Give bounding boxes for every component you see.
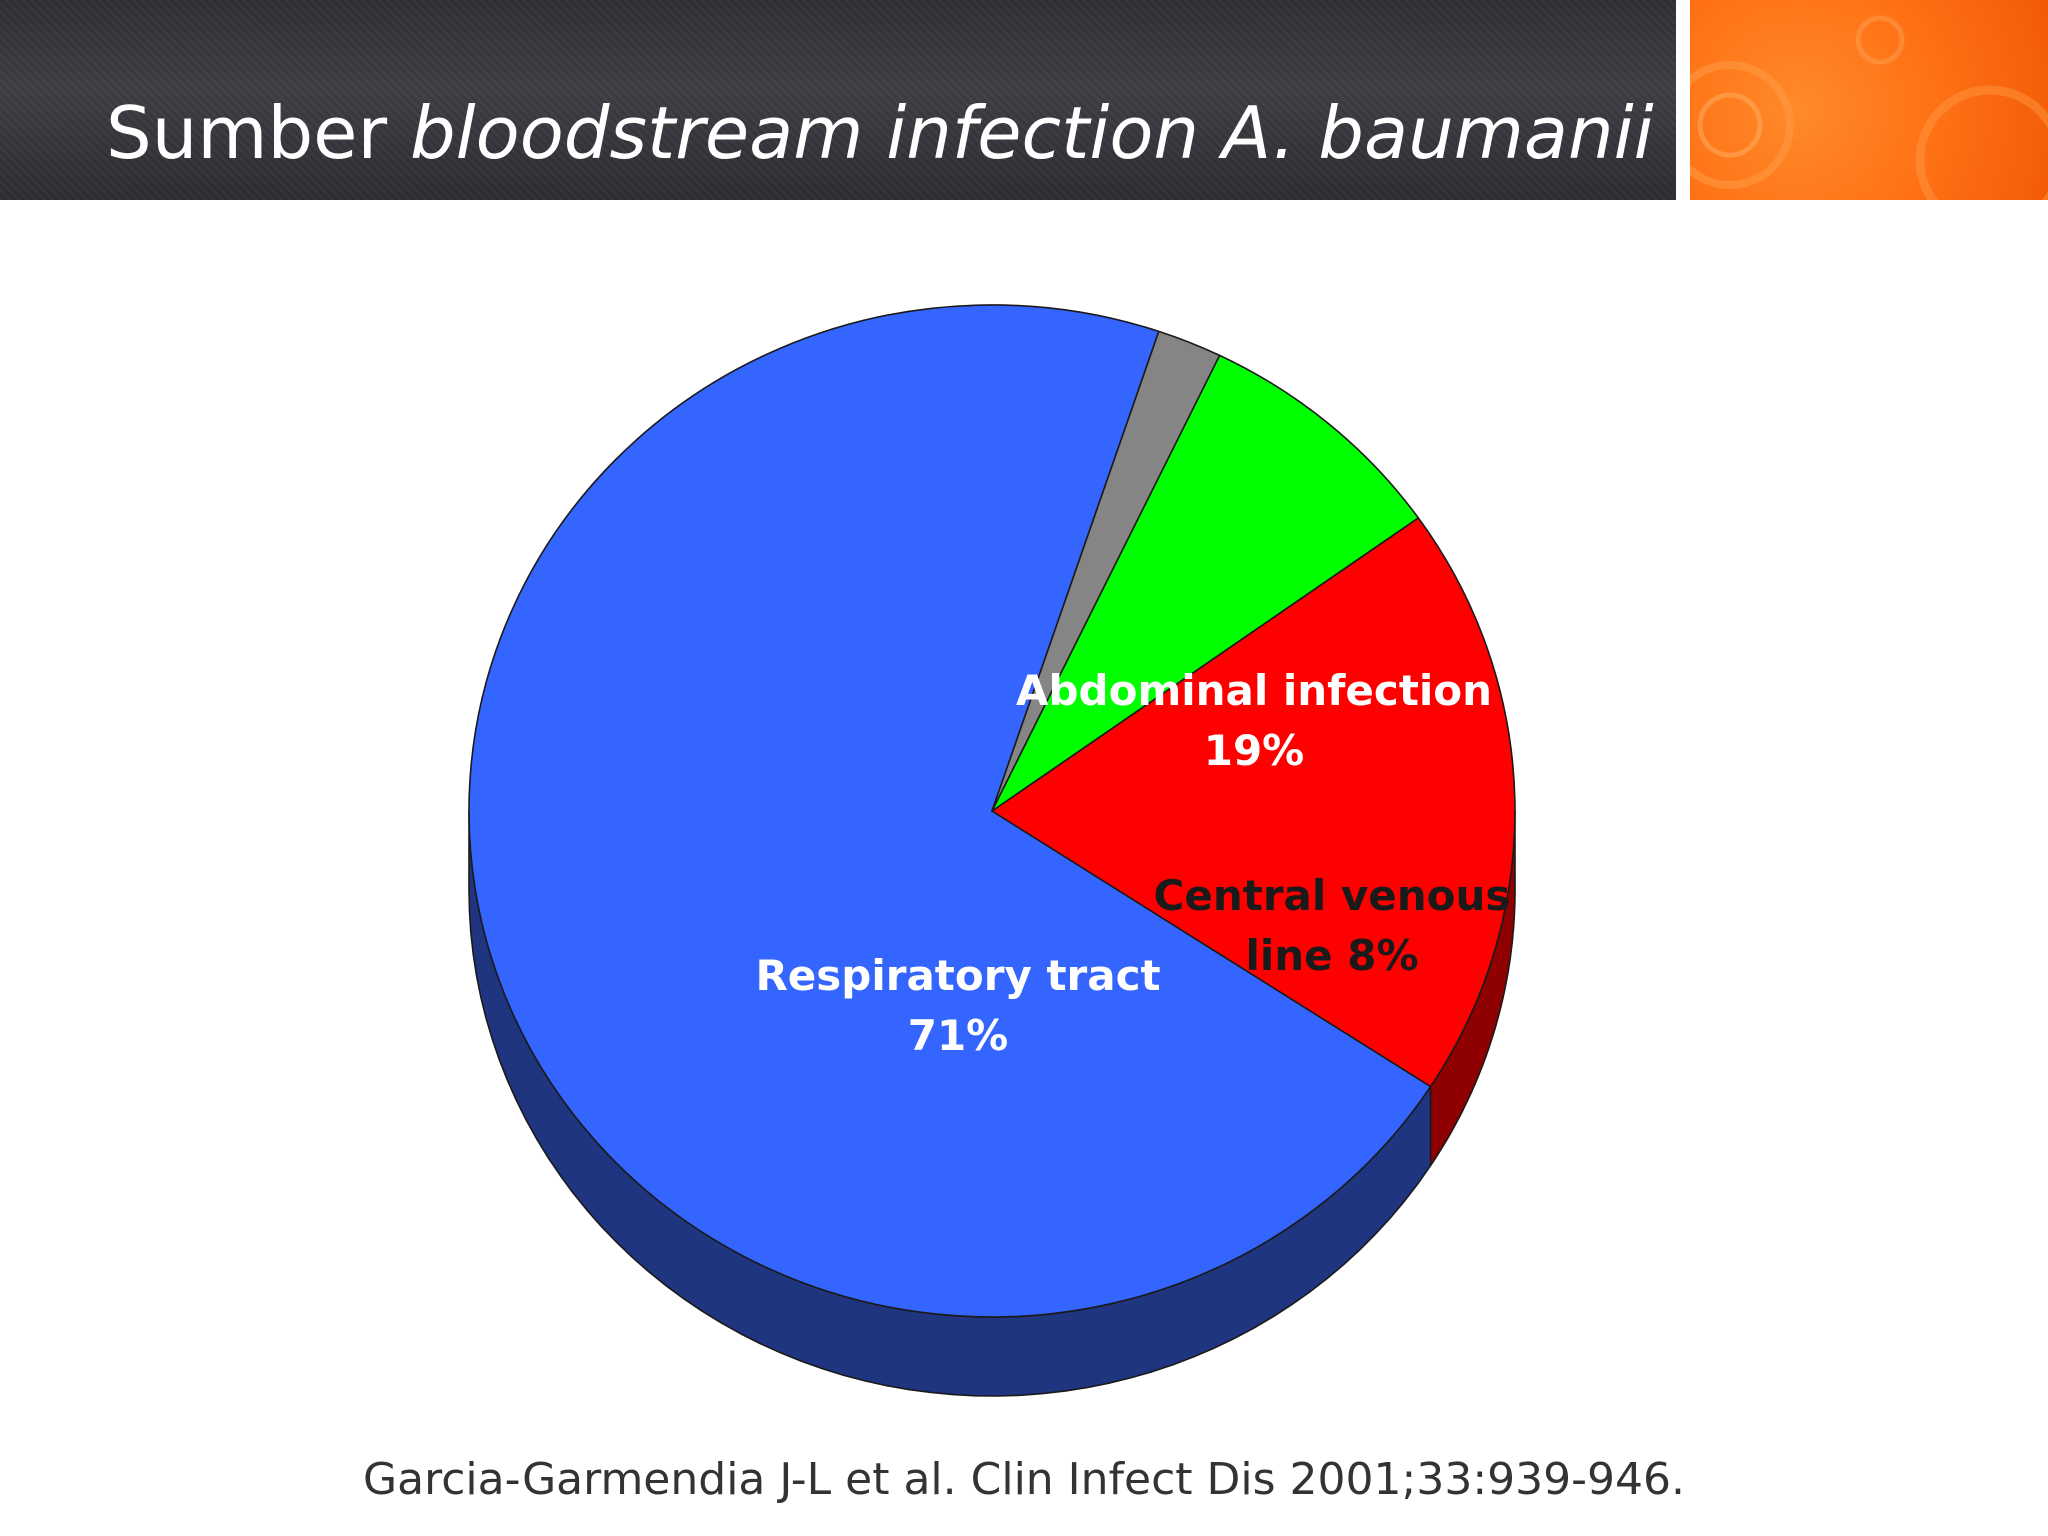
data-label-0-name: Respiratory tract	[755, 951, 1160, 1000]
title-italic: bloodstream infection A. baumanii	[409, 91, 1654, 175]
title-prefix: Sumber	[106, 91, 410, 175]
header-divider	[1676, 0, 1690, 200]
pie-chart: Respiratory tract 71% Abdominal infection 1…	[468, 304, 1516, 1397]
data-label-2-name: Central venous	[1154, 871, 1511, 920]
pie-slice-2	[991, 354, 1420, 812]
data-label-2-value: line 8%	[1245, 931, 1418, 980]
data-label-2: Central venous line 8%	[1154, 871, 1511, 980]
accent-rings-decoration	[1690, 15, 2048, 200]
data-label-0-value: 71%	[908, 1011, 1009, 1060]
orange-accent-panel	[1690, 0, 2048, 200]
page-title: Sumber bloodstream infection A. baumanii	[106, 88, 1654, 178]
slide-header	[0, 0, 1676, 200]
citation: Garcia-Garmendia J-L et al. Clin Infect …	[363, 1454, 1685, 1505]
data-label-1-name: Abdominal infection	[1016, 666, 1492, 715]
pie-slice-0	[468, 304, 1432, 1318]
data-label-0: Respiratory tract 71%	[755, 951, 1160, 1060]
pie-slice-1	[991, 517, 1516, 1088]
pie-slice-3	[991, 330, 1221, 812]
data-label-1-value: 19%	[1204, 726, 1305, 775]
data-label-1: Abdominal infection 19%	[1016, 666, 1492, 775]
